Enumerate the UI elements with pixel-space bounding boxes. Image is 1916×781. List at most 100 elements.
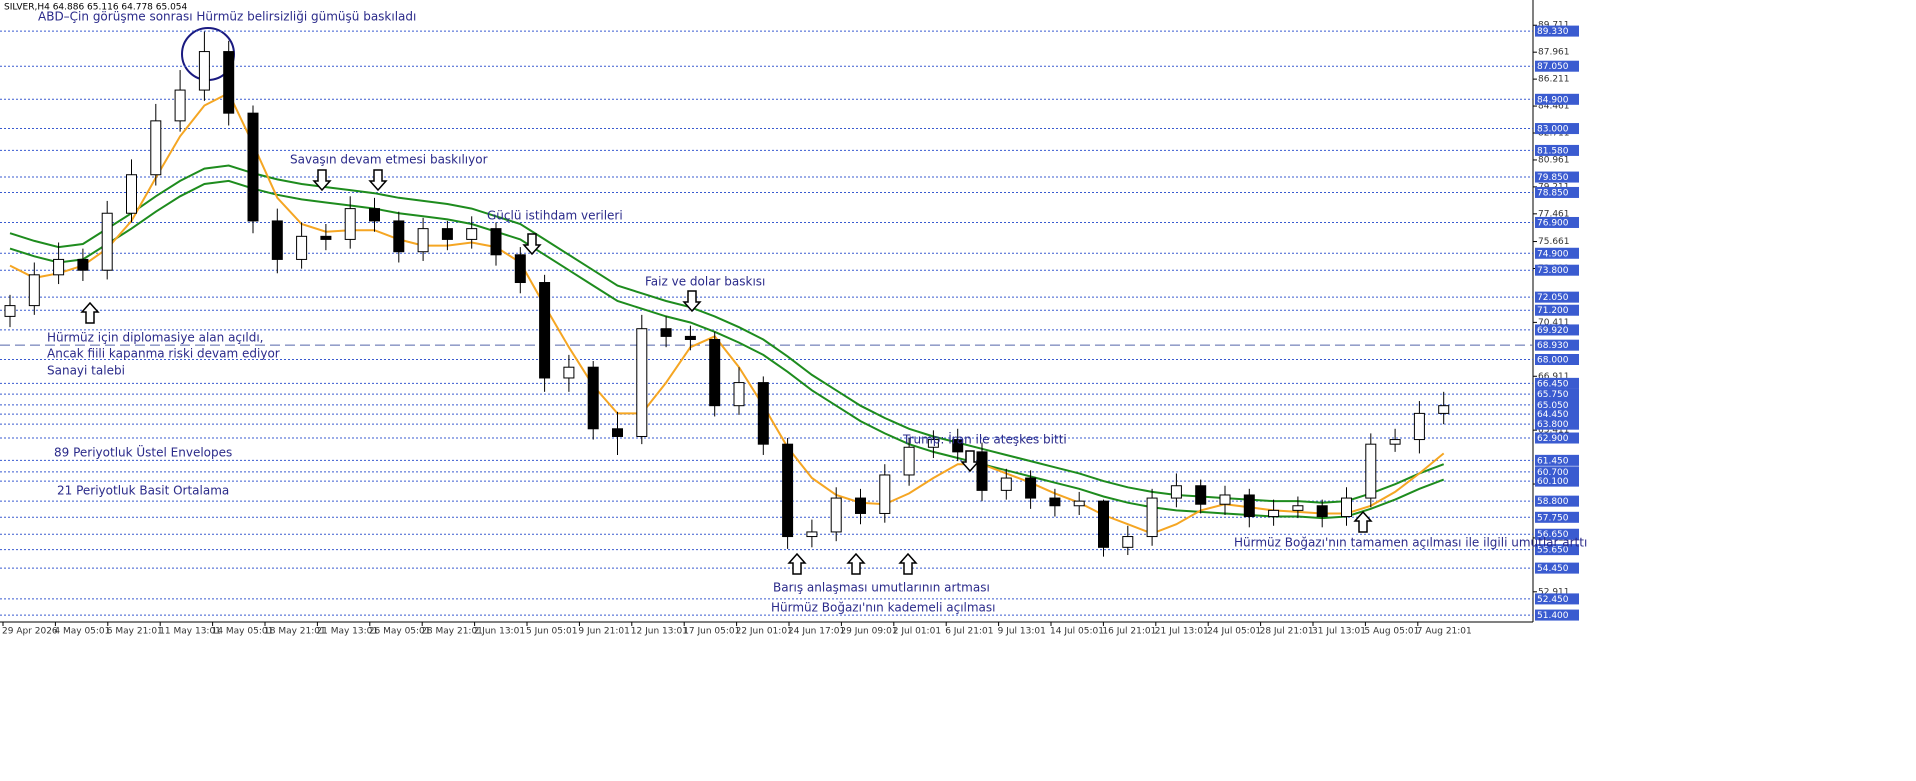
level-label-box (1535, 123, 1579, 135)
candle-body (320, 235, 332, 240)
y-tick-label: 75.661 (1538, 237, 1570, 247)
candle-body (1243, 494, 1255, 518)
candle-body (1219, 494, 1231, 505)
down-arrow (312, 169, 332, 192)
annotation: 89 Periyotluk Üstel Envelopes (54, 444, 232, 460)
candle-body (1413, 412, 1425, 441)
level-label: 60.100 (1537, 477, 1569, 487)
down-arrow (960, 450, 980, 473)
level-label-box (1535, 528, 1579, 540)
y-tick-label: 52.911 (1538, 587, 1570, 597)
candle-body (490, 228, 502, 256)
level-label-box (1535, 495, 1579, 507)
level-label-box (1535, 399, 1579, 411)
level-label-box (1535, 339, 1579, 351)
level-label: 58.800 (1537, 497, 1569, 507)
level-label: 79.850 (1537, 173, 1569, 183)
level-label: 83.000 (1537, 125, 1569, 135)
chart-header: SILVER,H4 64.886 65.116 64.778 65.054 (4, 3, 188, 13)
candle-body (247, 112, 259, 222)
candle-body (612, 428, 623, 437)
level-label-box (1535, 609, 1579, 621)
annotation: Trump: İran ile ateşkes bitti (902, 432, 1067, 447)
level-label: 61.450 (1537, 456, 1569, 466)
x-tick-label: 29 Jun 09:01 (840, 627, 897, 637)
level-label-box (1535, 432, 1579, 444)
candle-body (1292, 505, 1304, 511)
x-tick-label: 4 May 05:01 (54, 627, 110, 637)
x-tick-label: 6 May 21:01 (107, 627, 163, 637)
candle-body (563, 366, 575, 379)
level-label-box (1535, 388, 1579, 400)
level-label-box (1535, 511, 1579, 523)
up-arrow (898, 552, 918, 575)
candle-body (4, 305, 16, 317)
level-label: 87.050 (1537, 62, 1569, 72)
x-tick-label: 29 Apr 2026 (2, 627, 58, 637)
candle-body (539, 282, 551, 379)
level-label: 76.900 (1537, 218, 1569, 228)
candle-body (28, 274, 40, 307)
level-label: 73.800 (1537, 266, 1569, 276)
y-tick-label: 87.961 (1538, 48, 1570, 58)
annotation: Hürmüz Boğazı'nın kademeli açılması (771, 601, 996, 615)
level-label: 84.900 (1537, 95, 1569, 105)
candle-body (1122, 536, 1134, 548)
candle-body (1365, 443, 1377, 499)
candle-body (174, 89, 186, 122)
level-label-box (1535, 25, 1579, 37)
level-label: 57.750 (1537, 513, 1569, 523)
annotation: Güçlü istihdam verileri (487, 209, 623, 223)
x-tick-label: 11 May 13:01 (159, 627, 221, 637)
level-label-box (1535, 247, 1579, 259)
x-tick-label: 24 Jul 05:01 (1207, 627, 1261, 637)
candle-body (1098, 500, 1109, 548)
level-label: 56.650 (1537, 530, 1569, 540)
candle-body (976, 451, 988, 491)
candle-body (806, 531, 818, 538)
candle-body (198, 51, 210, 91)
level-label: 68.930 (1537, 341, 1569, 351)
level-label: 78.850 (1537, 188, 1569, 198)
candle-body (1268, 509, 1280, 518)
candle-body (1341, 497, 1352, 518)
x-tick-label: 22 Jun 01:01 (736, 627, 793, 637)
level-label-box (1535, 544, 1579, 556)
y-tick-label: 77.461 (1538, 209, 1570, 219)
x-tick-label: 14 Jul 05:01 (1050, 627, 1104, 637)
x-tick-label: 16 Jul 21:01 (1102, 627, 1156, 637)
x-tick-label: 5 Aug 05:01 (1364, 627, 1419, 637)
up-arrow (787, 552, 807, 575)
x-tick-label: 5 Jun 05:01 (526, 627, 577, 637)
candle-body (1316, 505, 1328, 518)
level-label-box (1535, 475, 1579, 487)
level-label-box (1535, 93, 1579, 105)
candle-body (296, 235, 308, 260)
candle-body (684, 335, 696, 340)
annotation: Hürmüz için diplomasiye alan açıldı, (47, 331, 263, 345)
annotation: Savaşın devam etmesi baskılıyor (290, 153, 488, 167)
level-label-box (1535, 353, 1579, 365)
candle-body (587, 366, 599, 430)
candle-body (417, 228, 429, 253)
candle-body (927, 439, 939, 448)
x-tick-label: 12 Jun 13:01 (631, 627, 688, 637)
level-label-box (1535, 216, 1579, 228)
candle-body (53, 258, 65, 276)
up-arrow (846, 552, 866, 575)
candle-body (1146, 497, 1158, 538)
candle-body (1000, 477, 1012, 491)
level-label: 60.700 (1537, 468, 1569, 478)
candle-body (1195, 485, 1207, 505)
candle-body (757, 382, 769, 445)
candle-body (77, 258, 89, 271)
candle-body (660, 328, 672, 337)
annotation: Ancak fiili kapanma riski devam ediyor (47, 347, 280, 361)
candle-body (1170, 485, 1182, 499)
annotation: Faiz ve dolar baskısı (645, 275, 765, 289)
level-label: 66.450 (1537, 379, 1569, 389)
level-label-box (1535, 60, 1579, 72)
